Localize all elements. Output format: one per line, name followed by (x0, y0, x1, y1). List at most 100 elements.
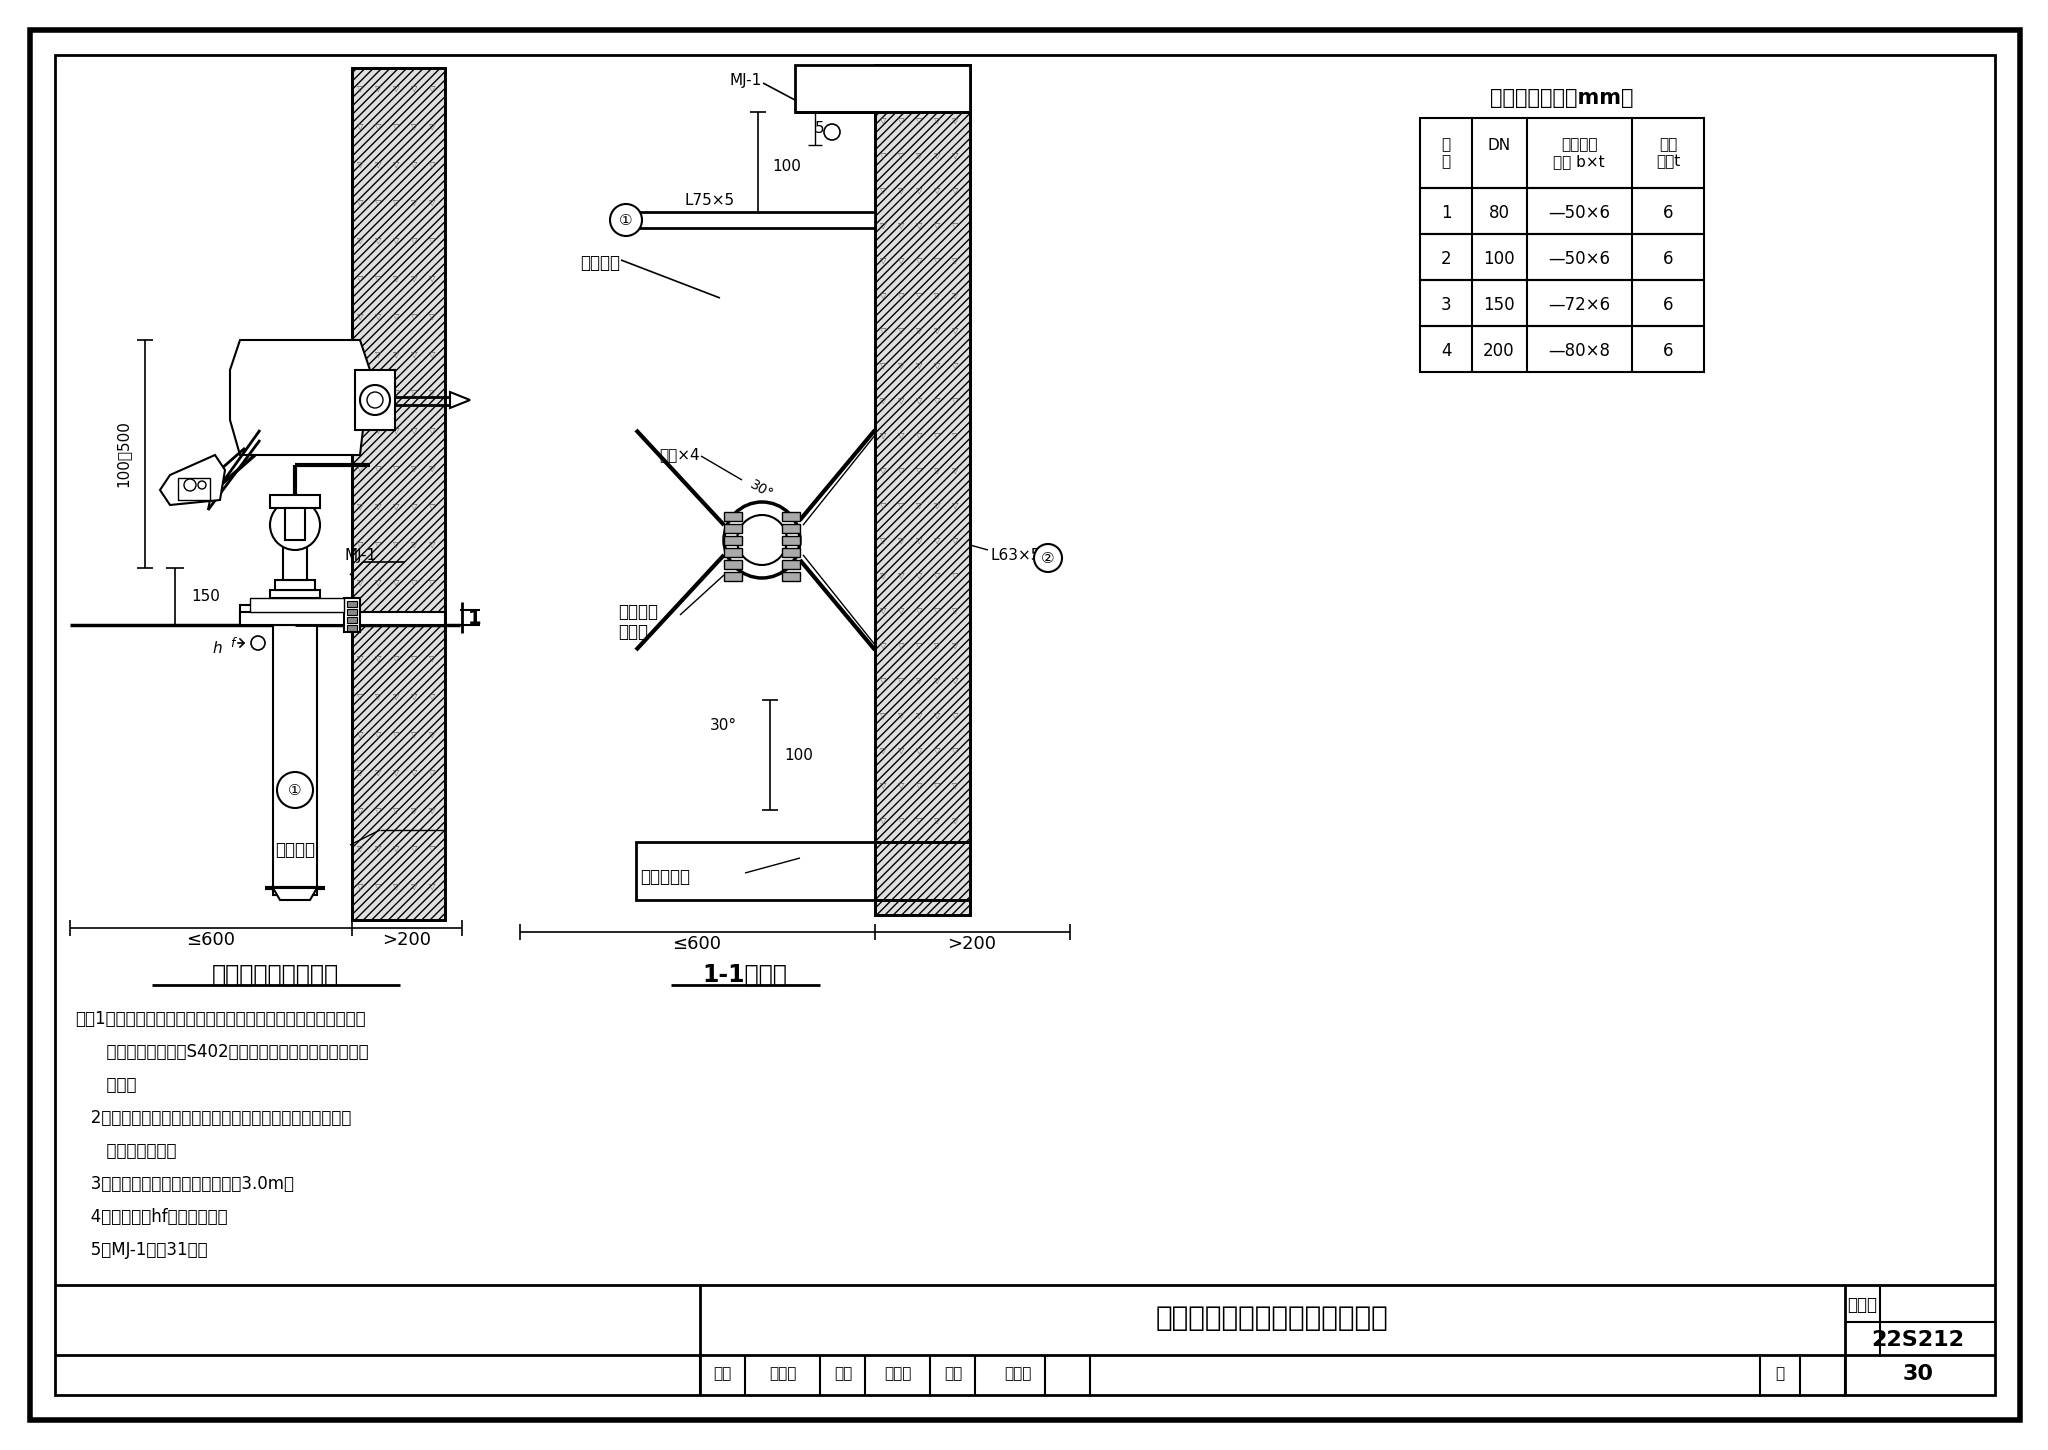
Text: 30°: 30° (748, 478, 776, 502)
Text: ▽: ▽ (915, 780, 922, 789)
Text: ▽: ▽ (356, 577, 362, 586)
Text: ▽: ▽ (428, 882, 436, 890)
Circle shape (610, 204, 641, 236)
Text: ▽: ▽ (915, 745, 922, 754)
Text: ▽: ▽ (412, 84, 418, 93)
Text: ▽: ▽ (412, 122, 418, 130)
Text: 张立成: 张立成 (770, 1366, 797, 1382)
Text: ▽: ▽ (375, 539, 381, 548)
Text: ▽: ▽ (915, 886, 922, 895)
Polygon shape (451, 392, 469, 407)
Text: ▽: ▽ (375, 274, 381, 283)
Text: ▽: ▽ (428, 539, 436, 548)
Text: 注：1．本图未注明的垂直管夹构配件的详细尺寸、型号及安装，: 注：1．本图未注明的垂直管夹构配件的详细尺寸、型号及安装， (76, 1011, 367, 1028)
Text: ▽: ▽ (897, 641, 905, 650)
Text: ▽: ▽ (934, 81, 940, 90)
Text: ▽: ▽ (881, 745, 887, 754)
Text: ▽: ▽ (356, 387, 362, 396)
Bar (874, 842, 971, 900)
Text: ▽: ▽ (934, 641, 940, 650)
Text: ▽: ▽ (952, 361, 958, 370)
Text: ▽: ▽ (915, 325, 922, 335)
Text: ▽: ▽ (934, 465, 940, 474)
Text: ▽: ▽ (881, 676, 887, 684)
Text: ▽: ▽ (428, 349, 436, 358)
Text: 1: 1 (1440, 204, 1452, 222)
Text: ▽: ▽ (375, 84, 381, 93)
Text: 姚大鹏: 姚大鹏 (1004, 1366, 1032, 1382)
Text: 和工作的要求。: 和工作的要求。 (76, 1143, 176, 1160)
Bar (725, 536, 741, 545)
Text: ▽: ▽ (393, 160, 399, 168)
Text: ▽: ▽ (934, 745, 940, 754)
Text: ▽: ▽ (881, 710, 887, 719)
Text: ▽: ▽ (952, 431, 958, 439)
Text: 30: 30 (1903, 1364, 1933, 1383)
Polygon shape (160, 455, 225, 505)
Bar (272, 625, 317, 895)
Text: ▽: ▽ (375, 197, 381, 206)
Text: ▽: ▽ (412, 425, 418, 435)
Text: ▽: ▽ (897, 606, 905, 615)
Text: ▽: ▽ (915, 851, 922, 860)
Text: ▽: ▽ (375, 349, 381, 358)
Text: ①: ① (289, 783, 301, 798)
Text: ▽: ▽ (915, 255, 922, 264)
Text: ▽: ▽ (412, 844, 418, 853)
Text: ▽: ▽ (897, 255, 905, 264)
Circle shape (737, 515, 786, 566)
Bar (725, 523, 741, 534)
Text: ▽: ▽ (412, 349, 418, 358)
Text: 序: 序 (1442, 138, 1450, 152)
Text: ▽: ▽ (375, 882, 381, 890)
Text: ▽: ▽ (356, 122, 362, 130)
Bar (178, 478, 211, 500)
Text: ▽: ▽ (915, 116, 922, 125)
Text: 6: 6 (1663, 342, 1673, 360)
Text: ▽: ▽ (952, 676, 958, 684)
Text: ▽: ▽ (393, 654, 399, 663)
Bar (782, 571, 801, 581)
Text: 4: 4 (1440, 342, 1452, 360)
Text: ▽: ▽ (412, 502, 418, 510)
Text: ▽: ▽ (393, 197, 399, 206)
Text: 参见现行国标图集S402《室内管道支架及吊架》的相关: 参见现行国标图集S402《室内管道支架及吊架》的相关 (76, 1043, 369, 1061)
Text: ▽: ▽ (375, 767, 381, 777)
Text: ▽: ▽ (356, 160, 362, 168)
Text: ▽: ▽ (428, 122, 436, 130)
Text: ▽: ▽ (356, 806, 362, 815)
Text: 150: 150 (1483, 296, 1516, 315)
Text: ▽: ▽ (952, 500, 958, 509)
Text: ▽: ▽ (934, 500, 940, 509)
Text: ▽: ▽ (428, 729, 436, 738)
Text: 申方守: 申方守 (885, 1366, 911, 1382)
Text: 80: 80 (1489, 204, 1509, 222)
Text: ▽: ▽ (915, 361, 922, 370)
Bar (352, 68, 444, 919)
Text: ▽: ▽ (356, 84, 362, 93)
Text: ▽: ▽ (897, 710, 905, 719)
Bar (725, 512, 741, 521)
Text: ▽: ▽ (393, 122, 399, 130)
Text: ▽: ▽ (934, 606, 940, 615)
Text: ▽: ▽ (412, 692, 418, 700)
Text: 审核: 审核 (713, 1366, 731, 1382)
Text: ▽: ▽ (356, 464, 362, 473)
Text: ▽: ▽ (934, 851, 940, 860)
Text: ▽: ▽ (934, 676, 940, 684)
Text: ▽: ▽ (897, 81, 905, 90)
Text: ▽: ▽ (952, 290, 958, 300)
Bar (274, 580, 315, 590)
Bar (240, 605, 352, 624)
Text: ▽: ▽ (356, 654, 362, 663)
Text: 22S212: 22S212 (1872, 1330, 1964, 1350)
Text: ▽: ▽ (897, 290, 905, 300)
Text: ≤600: ≤600 (186, 931, 236, 948)
Text: ▽: ▽ (897, 570, 905, 580)
Text: ▽: ▽ (412, 160, 418, 168)
Text: ▽: ▽ (428, 692, 436, 700)
Text: ▽: ▽ (356, 312, 362, 320)
Text: ▽: ▽ (393, 425, 399, 435)
Text: ▽: ▽ (897, 116, 905, 125)
Text: ▽: ▽ (915, 186, 922, 194)
